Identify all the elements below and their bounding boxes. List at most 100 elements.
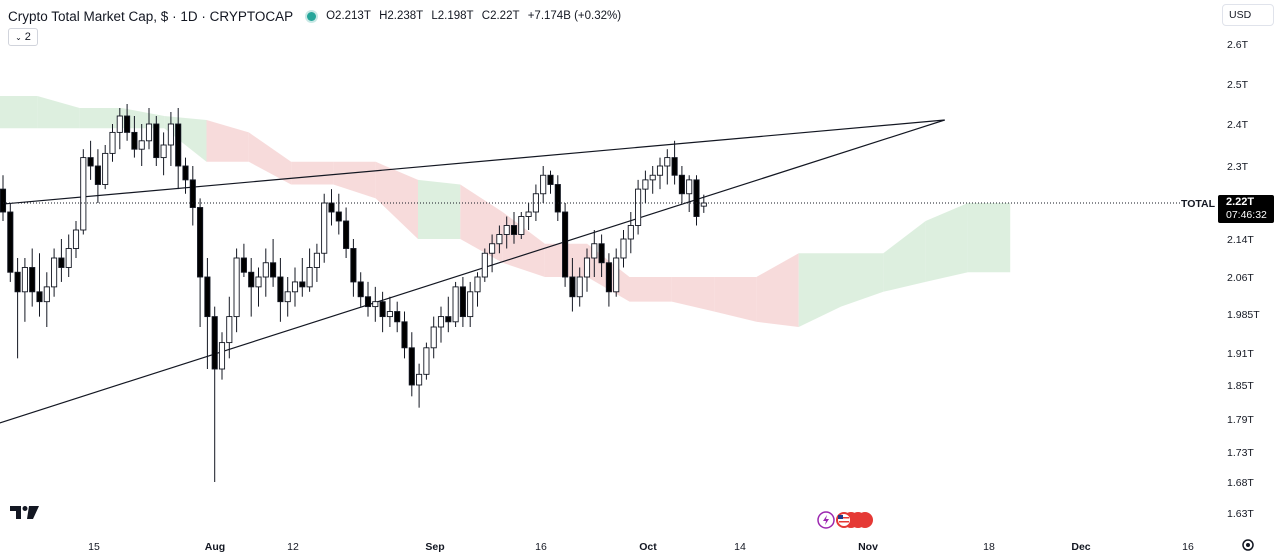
- candle: [671, 157, 678, 176]
- candle: [408, 347, 415, 386]
- price-axis: 2.6T 2.5T 2.4T 2.3T 2.14T 2.06T 1.985T 1.91T 1.8…: [1227, 39, 1260, 520]
- candle: [656, 165, 664, 176]
- candle: [240, 257, 247, 273]
- candle: [445, 316, 452, 323]
- candle: [386, 311, 393, 318]
- candle: [197, 207, 204, 278]
- candle: [233, 257, 240, 318]
- settings-icon[interactable]: [1242, 539, 1254, 551]
- candle: [284, 291, 291, 303]
- candle: [124, 115, 131, 133]
- candle: [459, 286, 466, 318]
- x-tick-label: Aug: [205, 541, 225, 553]
- candle: [437, 316, 445, 328]
- candle: [474, 276, 481, 293]
- candle: [467, 291, 474, 318]
- candle: [51, 257, 58, 288]
- candle: [36, 291, 43, 303]
- cloud-segment: [925, 203, 968, 282]
- y-tick-label: 1.68T: [1227, 477, 1254, 489]
- candle: [291, 281, 299, 293]
- candle: [598, 243, 605, 264]
- currency-label: USD: [1229, 9, 1252, 21]
- x-tick-label: 16: [535, 541, 547, 553]
- candle: [131, 131, 138, 150]
- cloud-segment: [121, 108, 165, 129]
- candle: [613, 257, 620, 293]
- candle: [21, 267, 28, 293]
- cloud-segment: [671, 277, 715, 312]
- candle: [138, 140, 145, 150]
- market-status-icon[interactable]: [307, 11, 317, 21]
- x-tick-label: 16: [1182, 541, 1194, 553]
- candle: [357, 281, 364, 298]
- candle: [306, 267, 313, 288]
- candle: [116, 115, 123, 133]
- ohlc-values: O2.213T H2.238T L2.198T C2.22T +7.174B (…: [326, 10, 626, 22]
- candle: [635, 188, 642, 226]
- candle: [145, 123, 153, 142]
- candle: [321, 202, 328, 254]
- candle: [554, 184, 561, 213]
- y-tick-label: 2.5T: [1227, 79, 1249, 91]
- x-tick-label: 15: [88, 541, 100, 553]
- candle: [642, 179, 649, 190]
- candle: [664, 157, 671, 167]
- trendline-lower: [0, 119, 945, 424]
- low-value: L2.198T: [431, 10, 474, 22]
- candle: [518, 216, 525, 235]
- indicators-toggle-button[interactable]: ⌄ 2: [8, 28, 38, 46]
- x-tick-label: 12: [287, 541, 299, 553]
- y-tick-label: 2.06T: [1227, 272, 1254, 284]
- candle: [29, 267, 36, 293]
- events-icons[interactable]: [817, 511, 873, 529]
- candle: [401, 321, 408, 349]
- candle: [153, 123, 160, 159]
- candle: [299, 281, 306, 288]
- candle: [430, 326, 437, 349]
- candle: [620, 238, 627, 259]
- candle: [204, 276, 211, 318]
- high-value: H2.238T: [379, 10, 424, 22]
- candle: [649, 174, 656, 181]
- cloud-segment: [0, 96, 38, 129]
- candle: [175, 123, 182, 167]
- currency-select[interactable]: USD: [1222, 4, 1274, 26]
- chevron-down-icon: ⌄: [15, 32, 22, 42]
- candle: [255, 276, 262, 288]
- cloud-segment: [629, 277, 672, 302]
- tradingview-logo[interactable]: [10, 504, 40, 520]
- candle: [335, 211, 342, 222]
- chart-header: Crypto Total Market Cap, $ · 1D · CRYPTO…: [8, 6, 626, 26]
- candle: [160, 144, 167, 159]
- candle: [605, 262, 612, 293]
- candle: [248, 271, 255, 288]
- cloud-segment: [206, 120, 249, 162]
- y-tick-label: 1.85T: [1227, 380, 1254, 392]
- cloud-segment: [333, 161, 376, 199]
- candle: [489, 243, 496, 254]
- candle: [65, 248, 72, 268]
- candle: [350, 248, 357, 283]
- candle: [87, 157, 94, 167]
- candles: [0, 104, 707, 482]
- candle: [313, 252, 320, 268]
- x-tick-label: Dec: [1071, 541, 1090, 553]
- candle: [109, 131, 116, 154]
- cloud-segment: [248, 132, 292, 185]
- candle: [686, 179, 693, 195]
- x-tick-label: Nov: [858, 541, 878, 553]
- y-tick-label: 1.985T: [1227, 309, 1260, 321]
- candle: [583, 257, 591, 278]
- open-value: O2.213T: [326, 10, 371, 22]
- candle: [211, 316, 218, 370]
- cloud-segment: [714, 277, 757, 322]
- y-tick-label: 1.73T: [1227, 447, 1254, 459]
- candle: [328, 202, 335, 213]
- cloud-segment: [967, 203, 1011, 273]
- candle: [14, 271, 21, 293]
- candle: [510, 225, 518, 235]
- candle: [452, 286, 459, 323]
- candle: [540, 174, 547, 195]
